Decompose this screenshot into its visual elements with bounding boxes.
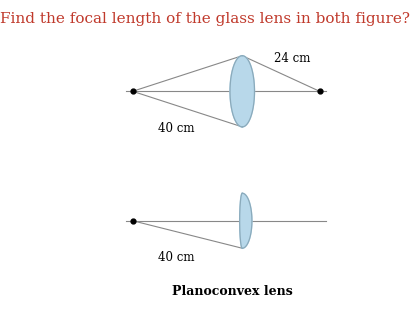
- Text: Planoconvex lens: Planoconvex lens: [172, 285, 293, 298]
- Text: 40 cm: 40 cm: [158, 122, 195, 135]
- Polygon shape: [230, 56, 254, 127]
- Text: 40 cm: 40 cm: [158, 252, 195, 265]
- Text: 24 cm: 24 cm: [274, 52, 311, 65]
- Polygon shape: [240, 193, 252, 248]
- Text: Find the focal length of the glass lens in both figure?: Find the focal length of the glass lens …: [0, 12, 410, 26]
